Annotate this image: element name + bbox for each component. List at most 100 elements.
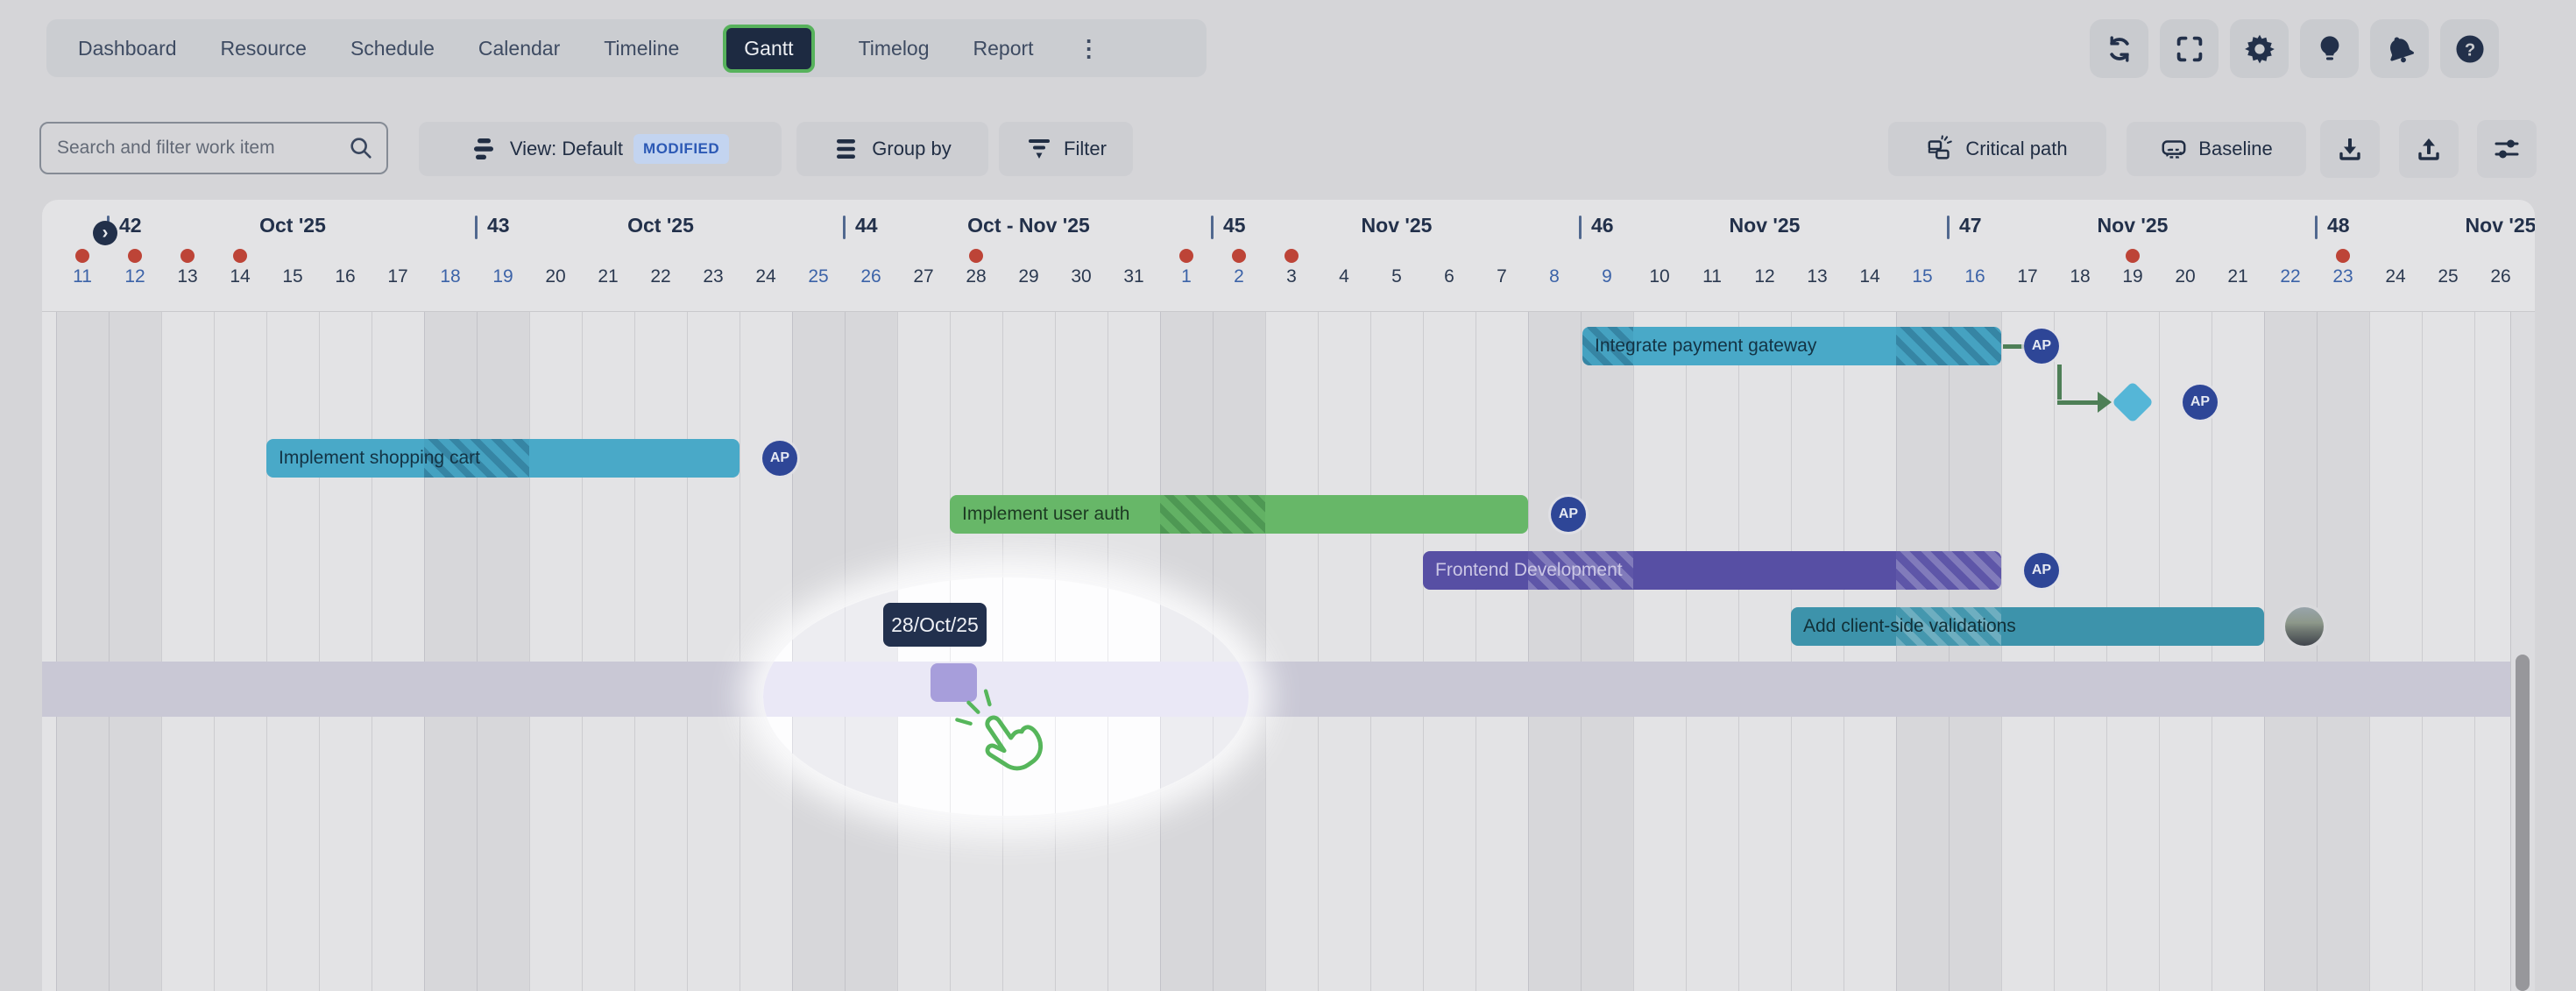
day-column-18: [424, 312, 477, 991]
export-download-button[interactable]: [2320, 120, 2380, 178]
nav-action-buttons: ?: [2090, 19, 2499, 78]
date-label-16: 16: [1964, 266, 1985, 287]
task-bar[interactable]: Integrate payment gateway: [1582, 327, 2001, 365]
day-column-25: [2422, 312, 2474, 991]
overdue-dot: [2126, 249, 2140, 263]
lightbulb-button[interactable]: [2300, 19, 2359, 78]
day-column-20: [2159, 312, 2212, 991]
week-number: 46: [1591, 214, 1614, 237]
day-column-12: [109, 312, 161, 991]
assignee-badge-ap[interactable]: AP: [2024, 553, 2059, 588]
day-column-18: [2054, 312, 2106, 991]
import-upload-button[interactable]: [2399, 120, 2459, 178]
view-modified-badge: MODIFIED: [633, 134, 730, 164]
tab-schedule[interactable]: Schedule: [350, 36, 435, 60]
day-column-14: [1844, 312, 1896, 991]
month-label: Nov '25: [1361, 214, 1433, 237]
day-column-21: [582, 312, 634, 991]
assignee-badge-ap[interactable]: AP: [1551, 497, 1586, 532]
date-label-26: 26: [2490, 266, 2511, 287]
search-input[interactable]: [55, 137, 348, 159]
expand-task-list-button[interactable]: ›: [93, 221, 117, 245]
baseline-button[interactable]: Baseline: [2127, 122, 2306, 176]
date-label-11: 11: [1702, 266, 1722, 287]
svg-text:?: ?: [2464, 40, 2474, 60]
date-label-12: 12: [124, 266, 145, 287]
settings-button[interactable]: [2230, 19, 2289, 78]
day-column-16: [319, 312, 372, 991]
notifications-button[interactable]: [2370, 19, 2429, 78]
week-number: 48: [2327, 214, 2350, 237]
date-label-19: 19: [2122, 266, 2143, 287]
date-label-25: 25: [2438, 266, 2459, 287]
filter-button[interactable]: Filter: [999, 122, 1133, 176]
non-working-days-hatch: [1528, 551, 1633, 590]
date-label-30: 30: [1071, 266, 1092, 287]
help-button[interactable]: ?: [2440, 19, 2499, 78]
date-label-15: 15: [1912, 266, 1933, 287]
critical-path-icon: [1927, 135, 1955, 163]
overdue-dot: [1179, 249, 1193, 263]
day-column-13: [161, 312, 214, 991]
week-number: 43: [487, 214, 510, 237]
overdue-dot: [1232, 249, 1246, 263]
vertical-scrollbar-thumb[interactable]: [2516, 655, 2530, 991]
sync-button[interactable]: [2090, 19, 2148, 78]
task-bar-label: Implement shopping cart: [279, 448, 480, 468]
day-column-22: [2264, 312, 2317, 991]
date-label-4: 4: [1339, 266, 1349, 287]
tab-timelog[interactable]: Timelog: [858, 36, 930, 60]
date-label-20: 20: [2175, 266, 2196, 287]
date-label-29: 29: [1018, 266, 1039, 287]
view-selector-label: View: Default: [509, 138, 624, 159]
day-column-26: [2474, 312, 2527, 991]
date-label-3: 3: [1286, 266, 1297, 287]
assignee-badge-ap[interactable]: AP: [762, 441, 797, 476]
dependency-line-elbow: [2057, 400, 2099, 405]
chart-settings-button[interactable]: [2477, 120, 2537, 178]
week-number: 47: [1959, 214, 1982, 237]
overdue-dot: [969, 249, 983, 263]
date-label-19: 19: [492, 266, 513, 287]
assignee-photo-avatar[interactable]: [2285, 607, 2324, 646]
critical-path-button[interactable]: Critical path: [1888, 122, 2106, 176]
week-number: 45: [1223, 214, 1246, 237]
non-working-days-hatch: [1160, 495, 1265, 534]
date-label-22: 22: [2280, 266, 2301, 287]
assignee-badge-ap[interactable]: AP: [2024, 329, 2059, 364]
date-label-14: 14: [1859, 266, 1880, 287]
date-label-21: 21: [598, 266, 619, 287]
tab-report[interactable]: Report: [973, 36, 1034, 60]
view-selector-button[interactable]: View: Default MODIFIED: [419, 122, 782, 176]
dependency-arrowhead: [2098, 392, 2112, 413]
task-bar[interactable]: Frontend Development: [1423, 551, 2001, 590]
date-label-6: 6: [1444, 266, 1454, 287]
notifications-icon: [2384, 33, 2416, 65]
tab-timeline[interactable]: Timeline: [604, 36, 680, 60]
nav-more-menu-icon[interactable]: ⋮: [1077, 34, 1101, 61]
day-column-22: [634, 312, 687, 991]
fullscreen-button[interactable]: [2160, 19, 2219, 78]
task-bar[interactable]: Implement shopping cart: [266, 439, 740, 478]
day-column-4: [1318, 312, 1370, 991]
milestone-assignee-badge-ap[interactable]: AP: [2183, 385, 2218, 420]
non-working-days-hatch: [1896, 607, 2001, 646]
task-bar[interactable]: Add client-side validations: [1791, 607, 2264, 646]
date-label-14: 14: [230, 266, 251, 287]
date-label-9: 9: [1602, 266, 1612, 287]
group-by-button[interactable]: Group by: [796, 122, 988, 176]
critical-path-label: Critical path: [1965, 138, 2068, 159]
tab-dashboard[interactable]: Dashboard: [78, 36, 177, 60]
tab-resource[interactable]: Resource: [220, 36, 307, 60]
task-bar[interactable]: Implement user auth: [950, 495, 1528, 534]
date-label-31: 31: [1123, 266, 1144, 287]
date-label-16: 16: [335, 266, 356, 287]
tab-gantt[interactable]: Gantt: [723, 24, 815, 73]
date-label-5: 5: [1391, 266, 1402, 287]
search-work-item-box[interactable]: [39, 122, 388, 174]
lightbulb-icon: [2314, 33, 2346, 65]
view-icon: [471, 135, 499, 163]
tab-calendar[interactable]: Calendar: [478, 36, 561, 60]
date-tooltip: 28/Oct/25: [883, 603, 987, 647]
tap-hand-icon: [953, 683, 1058, 789]
